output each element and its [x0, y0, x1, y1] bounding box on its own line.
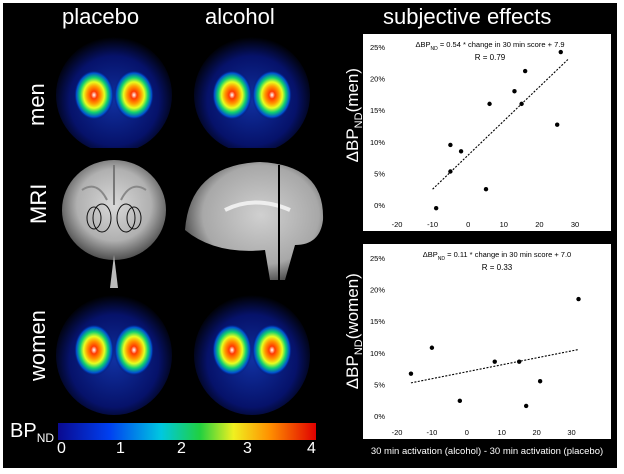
header-subjective-effects: subjective effects — [383, 4, 552, 29]
pet-women-placebo — [52, 290, 177, 420]
data-point — [558, 49, 563, 55]
x-tick-label: -10 — [427, 220, 438, 229]
x-tick-label: -10 — [426, 428, 437, 437]
data-point — [408, 371, 414, 376]
y-tick-label: 15% — [370, 106, 385, 115]
data-point — [537, 379, 543, 384]
ylabel-women-sub: ND — [353, 339, 366, 356]
data-point — [492, 359, 497, 364]
fit-line — [432, 59, 569, 190]
x-tick-label: 0 — [465, 428, 469, 437]
equation-text: ΔBPND = 0.54 * change in 30 min score + … — [416, 40, 565, 52]
y-tick-label: 25% — [370, 254, 385, 263]
x-tick-label: 30 — [567, 428, 575, 437]
colorbar-tick-1: 1 — [116, 440, 125, 457]
y-tick-label: 20% — [370, 286, 385, 295]
data-point — [519, 101, 524, 107]
y-tick-label: 15% — [370, 317, 385, 326]
x-axis-label: 30 min activation (alcohol) - 30 min act… — [370, 446, 604, 457]
x-tick-label: -20 — [392, 220, 403, 229]
scatter-women: ΔBPND = 0.11 * change in 30 min score + … — [370, 250, 581, 437]
r-value-text: R = 0.33 — [482, 263, 513, 272]
scatter-men: ΔBPND = 0.54 * change in 30 min score + … — [370, 40, 579, 229]
ylabel-women-post: (women) — [342, 273, 362, 340]
pet-women-alcohol — [190, 290, 315, 420]
scatter-women-panel: ΔBPND = 0.11 * change in 30 min score + … — [363, 244, 611, 439]
y-tick-label: 10% — [370, 349, 385, 358]
y-tick-label: 10% — [370, 138, 385, 147]
ylabel-men-pre: ΔBP — [342, 128, 362, 163]
pet-men-alcohol — [190, 33, 315, 148]
data-point — [429, 345, 435, 350]
header-alcohol: alcohol — [205, 4, 275, 29]
ylabel-women: ΔBPND(women) — [343, 243, 365, 419]
y-tick-label: 5% — [374, 380, 385, 389]
colorbar-label-sub: ND — [36, 431, 55, 445]
colorbar — [58, 423, 316, 440]
y-tick-label: 0% — [374, 412, 385, 421]
data-point — [522, 68, 528, 74]
y-tick-label: 20% — [370, 75, 385, 84]
data-point — [457, 398, 463, 404]
x-tick-label: 20 — [532, 428, 540, 437]
data-point — [448, 169, 453, 174]
r-value-text: R = 0.79 — [475, 53, 506, 62]
x-tick-label: 20 — [535, 220, 543, 229]
mri-coronal-slice — [52, 150, 177, 290]
pet-men-placebo — [52, 33, 177, 148]
scatter-men-panel: ΔBPND = 0.54 * change in 30 min score + … — [363, 34, 611, 231]
colorbar-label-main: BP — [10, 420, 37, 442]
x-tick-label: 10 — [498, 428, 506, 437]
row-label-women: women — [25, 310, 50, 381]
data-point — [512, 89, 517, 94]
data-point — [523, 403, 529, 409]
colorbar-tick-2: 2 — [177, 440, 186, 457]
y-tick-label: 25% — [370, 43, 385, 52]
x-tick-label: -20 — [392, 428, 403, 437]
row-label-mri: MRI — [26, 183, 51, 224]
data-point — [487, 101, 492, 107]
fit-line — [410, 348, 579, 384]
data-point — [555, 122, 560, 127]
ylabel-women-pre: ΔBP — [342, 355, 362, 390]
data-point — [458, 149, 464, 154]
colorbar-tick-3: 3 — [243, 440, 252, 457]
data-point — [433, 205, 439, 211]
data-point — [448, 142, 453, 148]
y-tick-label: 5% — [374, 169, 385, 178]
ylabel-men-wrap: ΔBPND(men) — [324, 68, 384, 162]
colorbar-tick-4: 4 — [307, 440, 316, 457]
header-placebo: placebo — [62, 4, 140, 29]
x-tick-label: 10 — [500, 220, 508, 229]
y-tick-label: 0% — [374, 201, 385, 210]
row-label-men: men — [24, 83, 49, 126]
colorbar-label: BPND — [10, 420, 54, 445]
ylabel-women-wrap: ΔBPND(women) — [324, 273, 384, 389]
ylabel-men-sub: ND — [353, 112, 366, 129]
x-tick-label: 30 — [571, 220, 579, 229]
colorbar-tick-0: 0 — [57, 440, 66, 457]
data-point — [576, 296, 581, 302]
ylabel-men: ΔBPND(men) — [343, 47, 365, 183]
equation-text: ΔBPND = 0.11 * change in 30 min score + … — [423, 250, 571, 262]
data-point — [516, 359, 522, 364]
ylabel-men-post: (men) — [342, 68, 362, 113]
data-point — [483, 187, 489, 192]
x-tick-label: 0 — [466, 220, 470, 229]
mri-sagittal-slice — [175, 150, 325, 290]
